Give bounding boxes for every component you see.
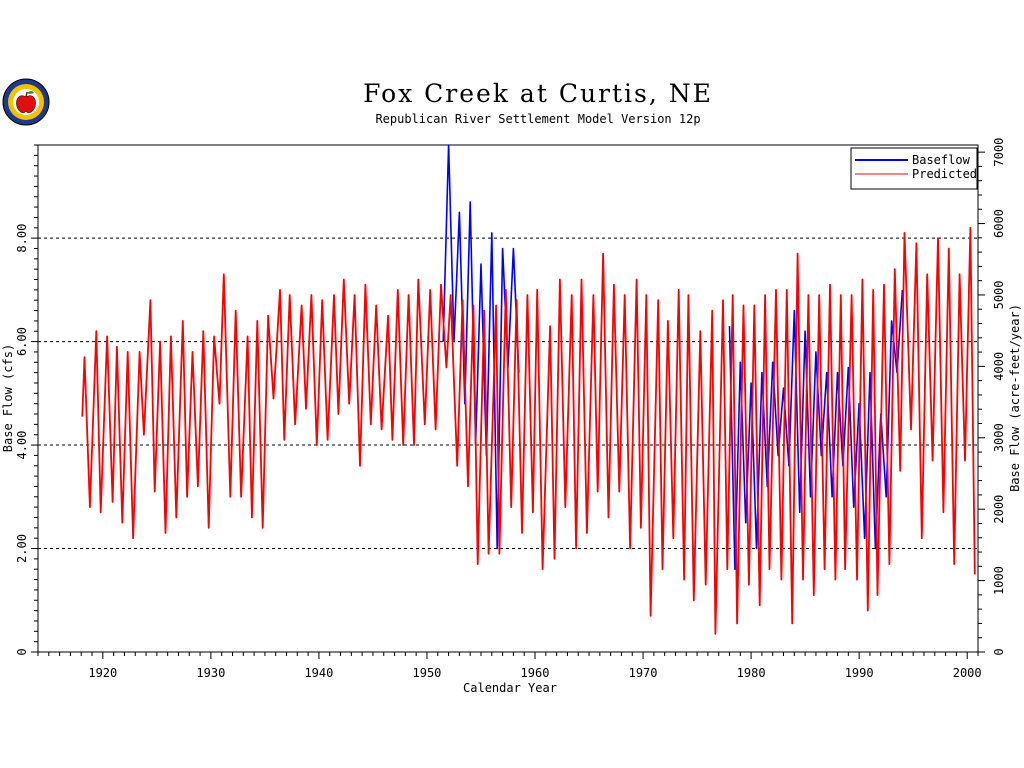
axis-ticks <box>31 144 985 659</box>
y-right-tick-label-5000: 5000 <box>992 281 1006 310</box>
x-tick-label-1980: 1980 <box>737 666 766 680</box>
chart-subtitle: Republican River Settlement Model Versio… <box>375 112 700 126</box>
x-tick-label-2000: 2000 <box>953 666 982 680</box>
y-right-tick-label-1000: 1000 <box>992 566 1006 595</box>
y-left-tick-label-1: 2.00 <box>15 534 29 563</box>
x-tick-label-1970: 1970 <box>629 666 658 680</box>
y-left-tick-label-4: 8.00 <box>15 224 29 253</box>
x-tick-label-1940: 1940 <box>304 666 333 680</box>
tick-labels: 1920 1930 1940 1950 1960 1970 1980 1990 2000 0 2.0… <box>15 138 1006 680</box>
y-axis-label-right: Base Flow (acre-feet/year) <box>1008 304 1022 492</box>
y-right-tick-label-6000: 6000 <box>992 209 1006 238</box>
y-right-tick-label-3000: 3000 <box>992 423 1006 452</box>
x-tick-label-1960: 1960 <box>521 666 550 680</box>
y-right-tick-label-4000: 4000 <box>992 352 1006 381</box>
plot-frame <box>37 144 979 653</box>
x-axis-label: Calendar Year <box>463 681 557 695</box>
gridlines <box>38 237 978 550</box>
legend-box <box>850 147 978 190</box>
legend-label-predicted: Predicted <box>912 167 977 181</box>
x-tick-label-1920: 1920 <box>88 666 117 680</box>
y-left-tick-label-2: 4.00 <box>15 431 29 460</box>
y-right-tick-label-0: 0 <box>992 648 1006 655</box>
logo-icon <box>2 78 50 126</box>
y-right-tick-label-2000: 2000 <box>992 495 1006 524</box>
series-group <box>81 144 976 635</box>
x-tick-label-1990: 1990 <box>845 666 874 680</box>
y-left-tick-label-3: 6.00 <box>15 327 29 356</box>
x-tick-label-1950: 1950 <box>413 666 442 680</box>
series-line-predicted-1 <box>81 226 976 635</box>
legend: Baseflow Predicted <box>850 147 978 190</box>
y-right-tick-label-7000: 7000 <box>992 138 1006 167</box>
chart-title: Fox Creek at Curtis, NE <box>363 79 713 108</box>
y-left-tick-label-0: 0 <box>15 648 29 655</box>
y-axis-label-left: Base Flow (cfs) <box>1 344 15 452</box>
legend-label-baseflow: Baseflow <box>912 153 971 167</box>
x-tick-label-1930: 1930 <box>196 666 225 680</box>
